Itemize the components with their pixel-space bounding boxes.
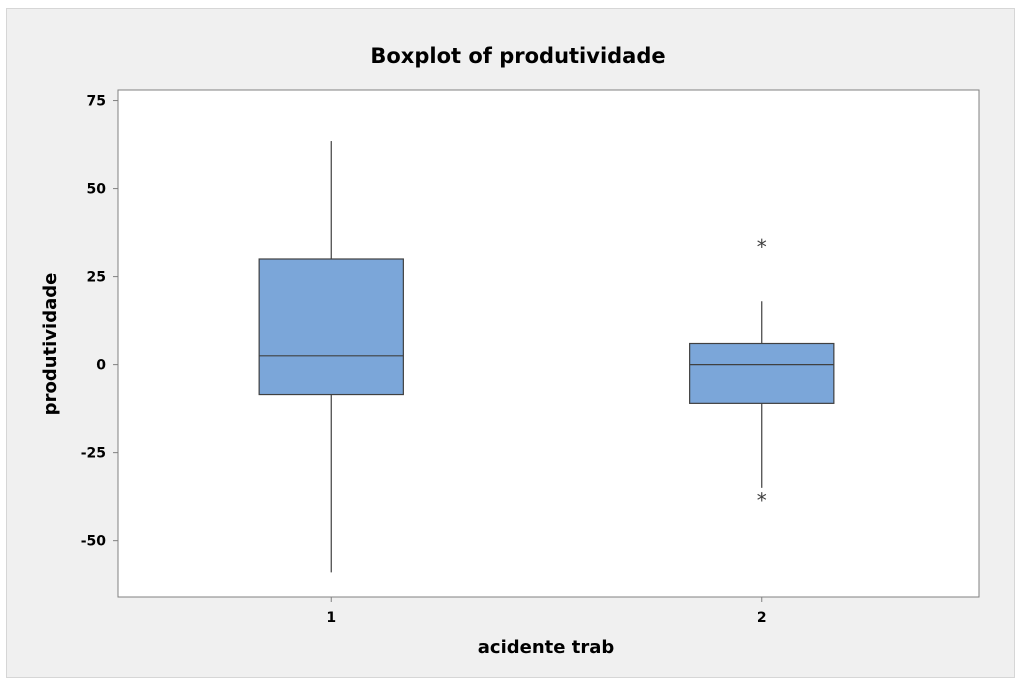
x-tick-label: 1 — [326, 610, 336, 626]
boxes-group: ** — [258, 141, 835, 573]
y-tick-label: 75 — [87, 94, 106, 110]
plot-area — [117, 89, 980, 598]
x-axis-label: acidente trab — [478, 637, 615, 658]
y-tick-label: 0 — [96, 358, 106, 374]
y-tick-label: 50 — [87, 182, 107, 198]
iqr-box — [258, 258, 404, 396]
box-2: ** — [689, 235, 835, 512]
outlier-point: * — [757, 488, 767, 512]
y-axis-label: produtividade — [40, 273, 61, 416]
iqr-box — [689, 342, 835, 404]
y-tick-label: 25 — [87, 270, 106, 286]
y-axis: -50 -25 0 25 50 75 — [81, 94, 118, 550]
y-tick-label: -50 — [81, 534, 107, 550]
y-tick-label: -25 — [81, 446, 106, 462]
chart-title: Boxplot of produtividade — [370, 44, 665, 68]
box-1 — [258, 141, 404, 573]
x-tick-label: 2 — [757, 610, 767, 626]
outlier-point: * — [757, 235, 767, 259]
